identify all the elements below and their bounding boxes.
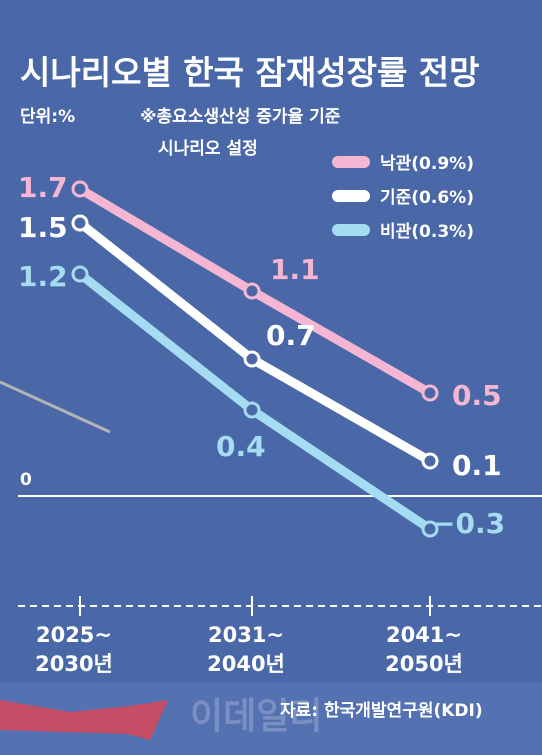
source-label: 자료: 한국개발연구원(KDI) <box>280 701 483 721</box>
deco-arrow <box>0 700 168 740</box>
deco-stroke <box>0 380 111 434</box>
x-tick-label: 2041~ <box>386 623 462 647</box>
data-label: 0.4 <box>216 430 266 463</box>
data-label: 1.7 <box>18 171 68 204</box>
legend-label: 비관(0.3%) <box>380 222 474 242</box>
x-tick-label: 2040년 <box>207 652 285 676</box>
data-point <box>421 452 439 470</box>
data-label: 1.1 <box>270 253 320 286</box>
chart-title: 시나리오별 한국 잠재성장률 전망 <box>20 53 480 92</box>
data-label: 0.7 <box>266 319 316 352</box>
data-point <box>71 214 89 232</box>
x-axis-ticks: 2025~ 2030년 2031~ 2040년 2041~ 2050년 <box>35 596 463 676</box>
data-label: −0.3 <box>432 507 505 540</box>
data-point <box>243 350 261 368</box>
data-label: 0.5 <box>452 379 502 412</box>
data-point <box>421 520 439 538</box>
x-tick-label: 2030년 <box>35 652 113 676</box>
data-point <box>421 384 439 402</box>
series-2: 1.5 0.7 0.1 <box>18 211 502 482</box>
legend-swatch <box>332 156 370 168</box>
deco-shade <box>0 0 542 60</box>
watermark: 이데일리 <box>190 696 322 737</box>
x-tick-label: 2025~ <box>36 623 112 647</box>
series-1: 1.7 1.1 0.5 <box>18 171 502 412</box>
x-tick-label: 2050년 <box>385 652 463 676</box>
legend-swatch <box>332 190 370 202</box>
zero-label: 0 <box>20 470 32 490</box>
legend: 낙관(0.9%) 기준(0.6%) 비관(0.3%) <box>332 154 474 242</box>
legend-label: 기준(0.6%) <box>380 188 474 208</box>
unit-label: 단위:% <box>20 107 75 127</box>
data-label: 0.1 <box>452 449 502 482</box>
series-line <box>75 218 435 466</box>
series-line <box>75 269 435 534</box>
series-3: 1.2 0.4 −0.3 <box>18 260 505 540</box>
data-label: 1.5 <box>18 211 68 244</box>
note-line-2: 시나리오 설정 <box>158 139 258 159</box>
x-tick-label: 2031~ <box>208 623 284 647</box>
data-point <box>71 265 89 283</box>
legend-label: 낙관(0.9%) <box>380 154 474 174</box>
data-point <box>71 180 89 198</box>
note-line-1: ※총요소생산성 증가율 기준 <box>140 107 341 127</box>
data-point <box>243 401 261 419</box>
legend-swatch <box>332 224 370 236</box>
data-point <box>243 282 261 300</box>
series-layer: 1.7 1.1 0.5 1.5 0.7 0.1 1.2 0.4 −0.3 <box>18 171 505 540</box>
data-label: 1.2 <box>18 260 68 293</box>
